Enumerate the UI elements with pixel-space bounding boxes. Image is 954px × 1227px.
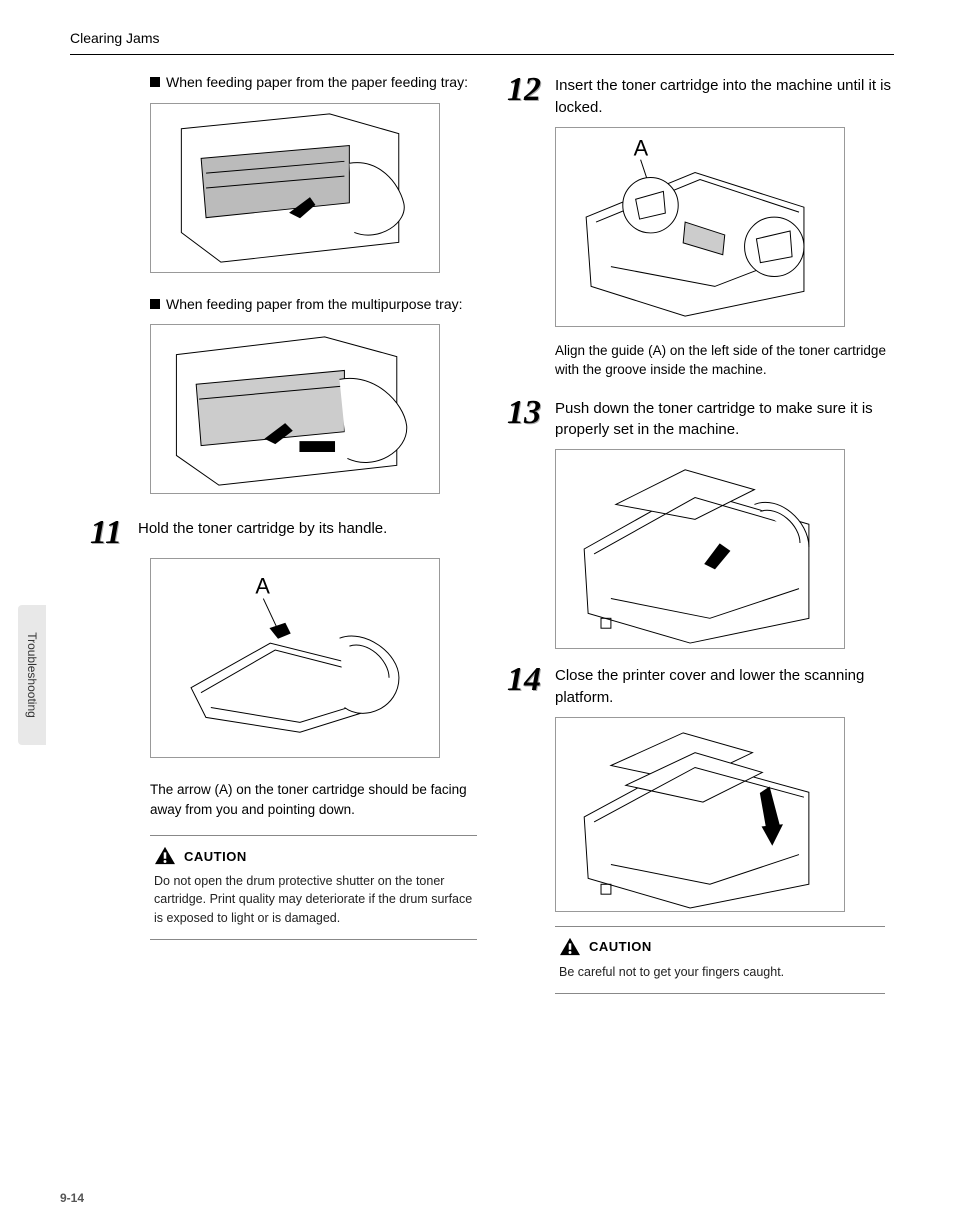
- step-11: 11 Hold the toner cartridge by its handl…: [90, 516, 477, 550]
- caution-label: CAUTION: [184, 849, 247, 864]
- step-number: 13: [507, 396, 555, 430]
- figure-paper-feed-tray: [150, 103, 440, 273]
- figure-push-cartridge: [555, 449, 845, 649]
- warning-triangle-icon: [154, 846, 176, 866]
- caution-header: CAUTION: [154, 846, 473, 866]
- caution-box-right: CAUTION Be careful not to get your finge…: [555, 926, 885, 994]
- step-14: 14 Close the printer cover and lower the…: [507, 663, 894, 709]
- caution-header: CAUTION: [559, 937, 881, 957]
- bullet-text: When feeding paper from the paper feedin…: [166, 73, 468, 93]
- figure-insert-cartridge: A: [555, 127, 845, 327]
- right-column: 12 Insert the toner cartridge into the m…: [507, 73, 894, 994]
- step-12-note: Align the guide (A) on the left side of …: [555, 341, 894, 380]
- caution-box-left: CAUTION Do not open the drum protective …: [150, 835, 477, 939]
- left-column: When feeding paper from the paper feedin…: [90, 73, 477, 994]
- section-title: Clearing Jams: [70, 30, 159, 46]
- content-columns: When feeding paper from the paper feedin…: [90, 73, 894, 994]
- step-number: 12: [507, 73, 555, 107]
- bullet-block-1: When feeding paper from the paper feedin…: [150, 73, 477, 93]
- step-text: Push down the toner cartridge to make su…: [555, 396, 894, 442]
- step-number: 14: [507, 663, 555, 697]
- caution-text: Do not open the drum protective shutter …: [154, 872, 473, 926]
- figure-hold-cartridge: A: [150, 558, 440, 758]
- bullet-text: When feeding paper from the multipurpose…: [166, 295, 463, 315]
- warning-triangle-icon: [559, 937, 581, 957]
- step-number: 11: [90, 516, 138, 550]
- step-text: Close the printer cover and lower the sc…: [555, 663, 894, 709]
- bullet-item: When feeding paper from the multipurpose…: [150, 295, 477, 315]
- page-header: Clearing Jams: [70, 30, 894, 55]
- caution-label: CAUTION: [589, 939, 652, 954]
- step-12: 12 Insert the toner cartridge into the m…: [507, 73, 894, 119]
- step-text: Hold the toner cartridge by its handle.: [138, 516, 387, 540]
- step-text: Insert the toner cartridge into the mach…: [555, 73, 894, 119]
- bullet-item: When feeding paper from the paper feedin…: [150, 73, 477, 93]
- bullet-square-icon: [150, 299, 160, 309]
- caution-text: Be careful not to get your fingers caugh…: [559, 963, 881, 981]
- bullet-block-2: When feeding paper from the multipurpose…: [150, 295, 477, 315]
- figure-multipurpose-tray: [150, 324, 440, 494]
- chapter-side-tab: Troubleshooting: [18, 605, 46, 745]
- bullet-square-icon: [150, 77, 160, 87]
- figure-close-cover: [555, 717, 845, 912]
- figure-label-a: A: [634, 135, 649, 160]
- page-number: 9-14: [60, 1191, 84, 1205]
- figure-label-a: A: [255, 574, 270, 599]
- side-tab-label: Troubleshooting: [25, 632, 39, 718]
- step-13: 13 Push down the toner cartridge to make…: [507, 396, 894, 442]
- step-11-note: The arrow (A) on the toner cartridge sho…: [150, 780, 470, 819]
